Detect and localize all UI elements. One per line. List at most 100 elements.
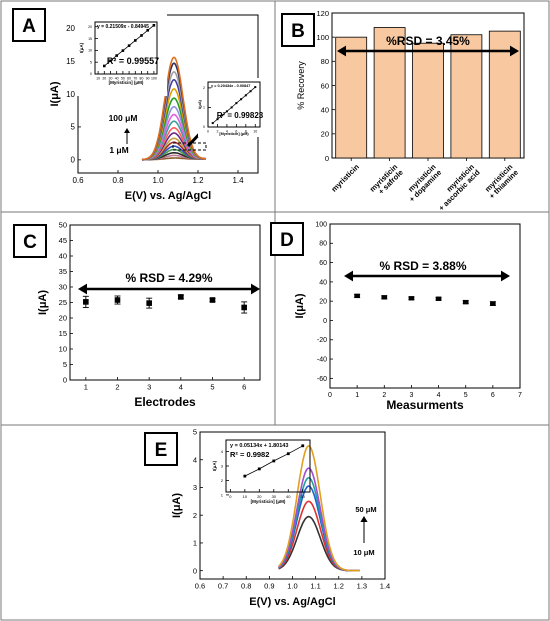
x-tick-label: 0.8	[241, 582, 251, 591]
y-tick-label: 2	[203, 86, 205, 90]
x-axis-label: E(V) vs. Ag/AgCl	[125, 190, 211, 202]
x-tick-label: 10	[96, 77, 100, 81]
x-tick-label: 6	[242, 383, 246, 392]
data-point	[354, 293, 360, 299]
inset-r2: R² = 0.9982	[230, 450, 269, 459]
inset-point	[240, 98, 243, 101]
bar	[412, 42, 444, 159]
x-tick-label: 1	[355, 392, 359, 399]
bar	[450, 34, 483, 159]
x-tick-label: 3	[409, 392, 413, 399]
y-tick-label: 100	[315, 221, 327, 228]
y-tick-label: -40	[317, 357, 327, 364]
y-tick-label: 1	[221, 492, 224, 497]
x-tick-label: myristicin+ ascorbic acid	[431, 162, 482, 213]
x-tick-label: 100	[151, 77, 157, 81]
y-tick-label: 0	[203, 125, 205, 129]
inset-point	[230, 106, 233, 109]
panel-label-box	[12, 8, 46, 42]
x-tick-label: 0	[328, 392, 332, 399]
y-tick-label: 10	[59, 345, 67, 354]
y-tick-label: 5	[90, 60, 92, 64]
x-tick-label: 10	[253, 130, 257, 134]
annotation-bottom: 10 μM	[353, 548, 374, 557]
inset-x-label: [Myristicin] (μM)	[109, 80, 144, 85]
plot-frame	[207, 81, 261, 128]
y-tick-label: 25	[59, 298, 67, 307]
rsd-annotation: % RSD = 4.29%	[125, 271, 212, 285]
data-point	[381, 295, 388, 300]
x-tick-label: 1.0	[152, 176, 164, 185]
inset-point	[211, 122, 214, 125]
inset-point	[244, 94, 247, 97]
y-tick-label: -60	[317, 376, 327, 383]
plot-frame	[69, 224, 261, 381]
x-tick-label: myristicin+ dopamine	[402, 162, 444, 204]
y-axis-label: % Recovery	[296, 61, 306, 110]
y-tick-label: 20	[66, 24, 75, 33]
x-tick-label: 10	[243, 494, 248, 499]
inset-x-label: [Myristicin] (μM)	[219, 132, 249, 136]
y-tick-label: 3	[221, 463, 224, 468]
y-tick-label: 0	[193, 566, 197, 575]
x-tick-label: 0.6	[72, 176, 84, 185]
data-point	[146, 300, 152, 306]
y-tick-label: 5	[193, 428, 197, 437]
annotation-top: 100 μM	[109, 113, 138, 123]
inset-point	[221, 114, 224, 117]
y-tick-label: 2	[221, 478, 224, 483]
inset-y-label: I(μA)	[79, 42, 84, 53]
y-tick-label: 1	[203, 106, 205, 110]
x-axis-label: Measurments	[386, 398, 464, 412]
panel-label: D	[280, 230, 294, 251]
x-tick-label: 4	[437, 392, 441, 399]
y-tick-label: 20	[59, 314, 67, 323]
x-tick-label: 0.6	[195, 582, 205, 591]
x-tick-label: 1.2	[192, 176, 204, 185]
x-tick-label: 20	[257, 494, 262, 499]
cv-curve	[278, 444, 360, 572]
cv-curve	[141, 56, 207, 161]
x-tick-label: 20	[102, 77, 106, 81]
panel-label-box	[270, 222, 304, 256]
y-tick-label: 80	[321, 57, 329, 66]
x-tick-label: 1.3	[357, 582, 367, 591]
x-tick-label: myristicin+ safrole	[368, 162, 405, 199]
y-tick-label: 2	[193, 511, 197, 520]
y-tick-label: 15	[88, 37, 92, 41]
inset-point	[115, 54, 118, 57]
data-point	[435, 296, 442, 301]
x-tick-label: myristicin+ thiamine	[482, 162, 521, 201]
inset-point	[225, 110, 228, 113]
inset-point	[257, 467, 261, 471]
inset-y-label: I(μA)	[212, 460, 217, 471]
y-tick-label: 100	[316, 33, 329, 42]
x-tick-label: 2	[382, 392, 386, 399]
x-tick-label: 0.8	[112, 176, 124, 185]
y-tick-label: 0	[63, 376, 67, 385]
data-point	[408, 296, 415, 301]
y-axis-label: I(μA)	[294, 293, 306, 318]
y-axis-label: I(μA)	[171, 493, 183, 518]
panel-label: A	[22, 16, 36, 37]
x-tick-label: 1.4	[380, 582, 390, 591]
panel-c: 1 2 3 4 5 605101520253035404550ElectrodesI(μA…	[13, 221, 261, 409]
inset-point	[249, 90, 252, 93]
y-tick-label: 5	[63, 360, 67, 369]
inset-point	[254, 86, 257, 89]
inset-equation: y = 0.21509x - 0.84945	[97, 24, 149, 30]
panel-label-box	[13, 224, 47, 258]
y-tick-label: 40	[321, 105, 329, 114]
annotation-top: 50 μM	[355, 505, 376, 514]
panel-label: E	[155, 440, 168, 461]
y-tick-label: 0	[90, 72, 92, 76]
x-tick-label: 40	[115, 77, 119, 81]
y-tick-label: 0	[325, 154, 329, 163]
x-tick-label: 8	[245, 130, 247, 134]
x-tick-label: 90	[146, 77, 150, 81]
data-point	[241, 304, 247, 311]
y-tick-label: 40	[319, 279, 327, 286]
x-tick-label: 5	[210, 383, 214, 392]
